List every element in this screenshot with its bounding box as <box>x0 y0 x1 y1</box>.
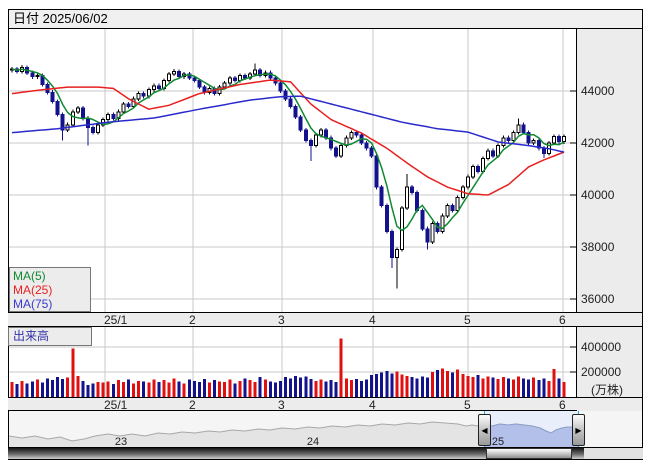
y-tick: 44000 <box>581 84 615 98</box>
volume-unit-label: (万株) <box>591 383 623 397</box>
y-tick: 36000 <box>581 292 615 306</box>
range-handle-left[interactable]: ◀ <box>478 414 491 446</box>
date-readout: 日付 2025/06/02 <box>13 11 108 26</box>
right-arrow-icon: ▶ <box>575 425 582 435</box>
x-label: 25/1 <box>104 398 128 412</box>
x-label: 2 <box>189 313 196 327</box>
x-label: 25/1 <box>104 313 128 327</box>
x-label: 6 <box>559 398 566 412</box>
y-tick: 42000 <box>581 136 615 150</box>
legend-ma75: MA(75) <box>13 297 53 311</box>
x-label: 4 <box>369 398 376 412</box>
x-label: 3 <box>278 313 285 327</box>
divider <box>577 397 643 398</box>
x-label: 5 <box>464 398 471 412</box>
x-label: 2 <box>189 398 196 412</box>
divider <box>577 326 643 327</box>
scrollbar-track-left[interactable] <box>8 448 486 459</box>
left-arrow-icon: ◀ <box>481 425 488 435</box>
price-chart[interactable] <box>9 29 576 312</box>
volume-tick: 400000 <box>581 340 622 354</box>
legend-ma5: MA(5) <box>13 269 46 283</box>
ma-legend: MA(5) MA(25) MA(75) <box>9 267 91 312</box>
volume-x-axis-strip: 25/1 2 3 4 5 6 <box>8 397 577 412</box>
navigator-minimap[interactable] <box>9 411 642 447</box>
volume-chart[interactable] <box>9 327 576 397</box>
scrollbar-thumb[interactable] <box>486 448 572 459</box>
x-label: 5 <box>464 313 471 327</box>
x-label: 6 <box>559 313 566 327</box>
nav-year-label: 24 <box>306 436 320 448</box>
nav-year-label: 23 <box>114 436 128 448</box>
date-readout-bar: 日付 2025/06/02 <box>8 9 643 29</box>
legend-ma25: MA(25) <box>13 283 53 297</box>
divider <box>577 312 643 313</box>
range-handle-right[interactable]: ▶ <box>572 414 585 446</box>
x-label: 3 <box>278 398 285 412</box>
y-tick: 40000 <box>581 188 615 202</box>
nav-year-label: 25 <box>491 436 505 448</box>
x-label: 4 <box>369 313 376 327</box>
price-axis-panel: 44000 42000 40000 38000 36000 400000 200… <box>576 29 643 411</box>
horizontal-scrollbar[interactable] <box>8 447 643 460</box>
scrollbar-track-right[interactable] <box>572 448 584 459</box>
y-tick: 38000 <box>581 240 615 254</box>
volume-tick: 200000 <box>581 365 622 379</box>
price-x-axis-strip: 25/1 2 3 4 5 6 <box>8 312 577 327</box>
volume-pane-label: 出来高 <box>8 327 92 346</box>
